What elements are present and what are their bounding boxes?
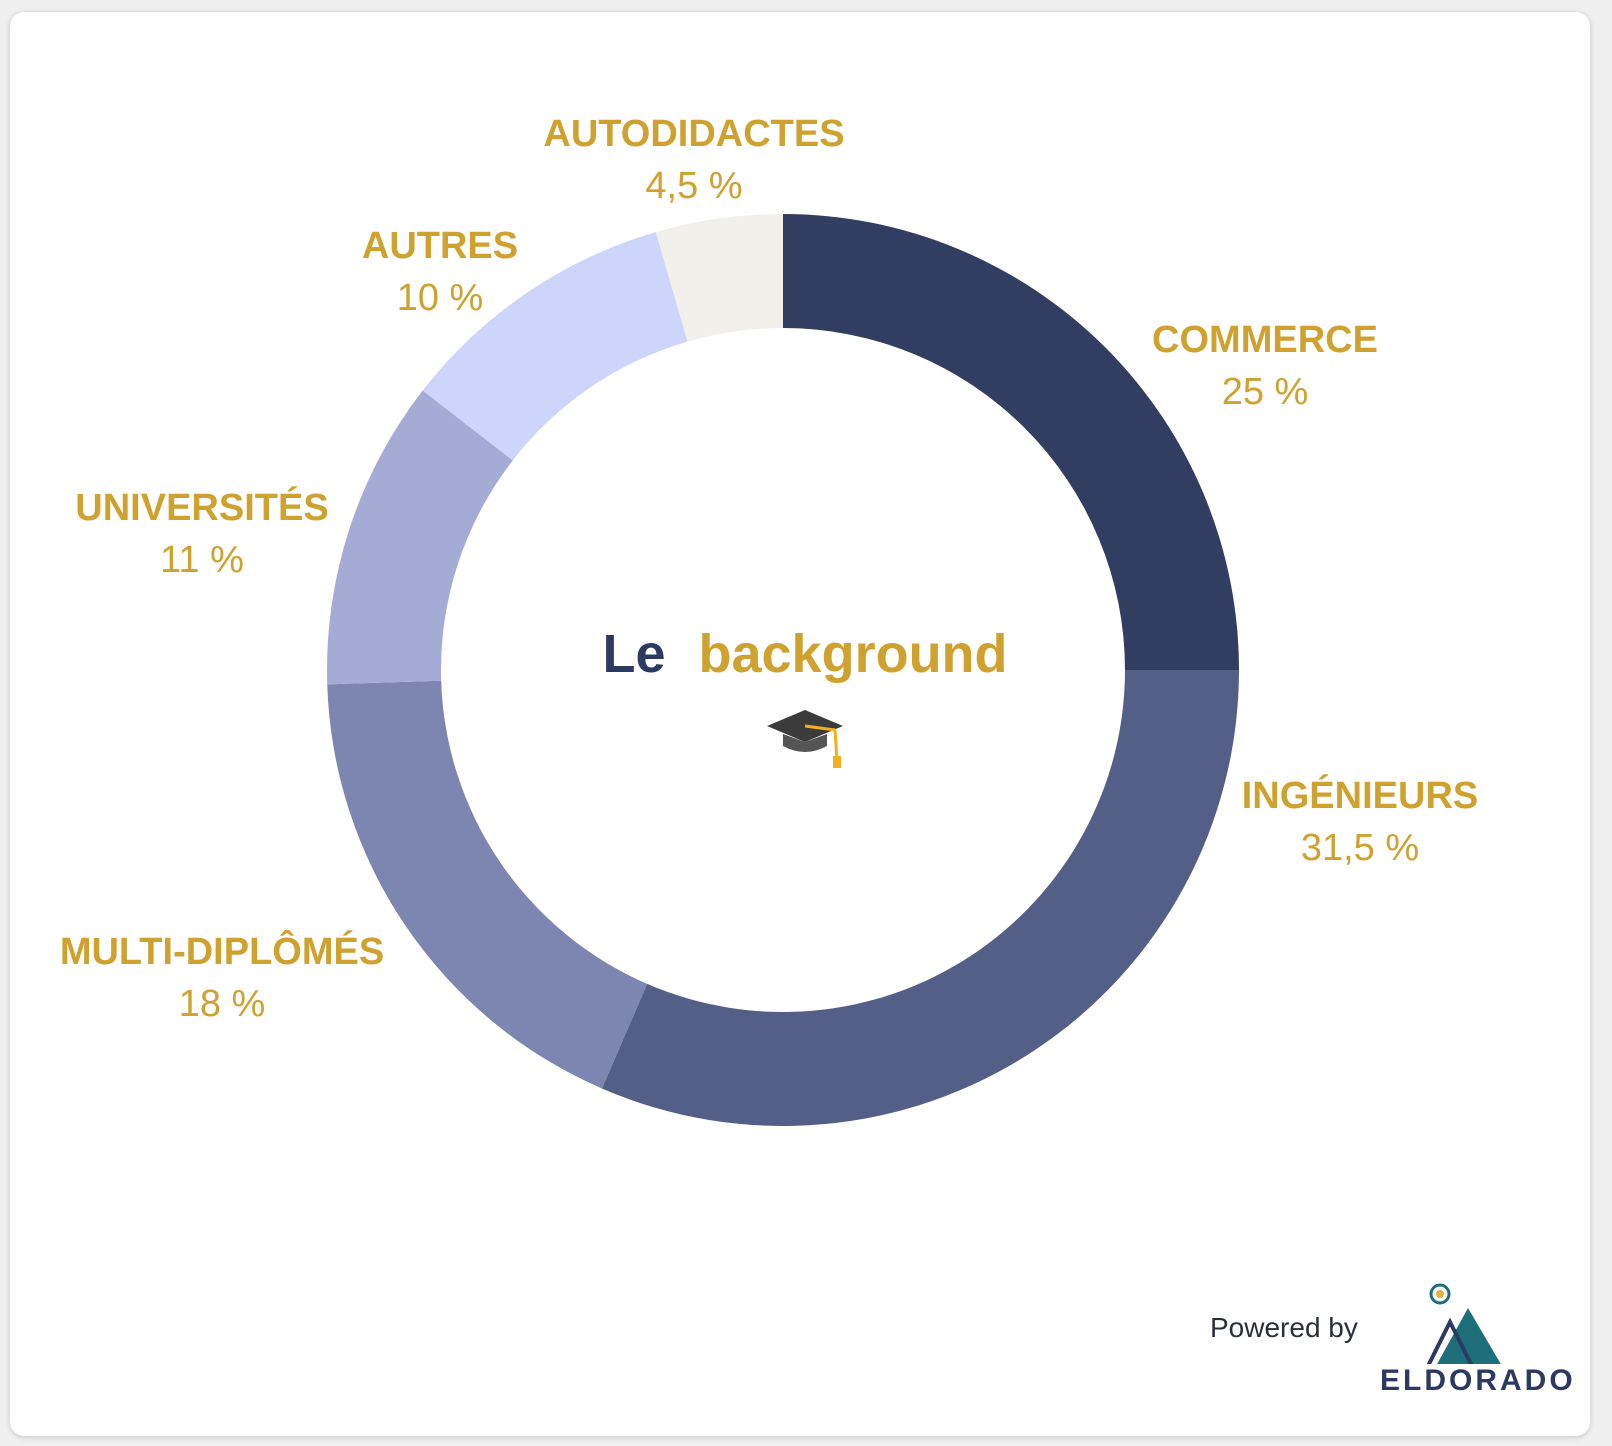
footer: Powered by ELDORADO — [1190, 1272, 1576, 1412]
slice-label-name: MULTI-DIPLÔMÉS — [60, 928, 384, 973]
eldorado-brand-text: ELDORADO — [1380, 1364, 1576, 1397]
slice-label-value: 25 % — [1222, 371, 1309, 413]
slice-label-value: 4,5 % — [645, 165, 742, 207]
center-title-part1: Le — [602, 624, 665, 684]
slice-label-name: COMMERCE — [1152, 319, 1378, 361]
chart-card: COMMERCE 25 % INGÉNIEURS 31,5 % MULTI-DIPLÔM… — [10, 12, 1590, 1436]
slice-label-name: UNIVERSITÉS — [75, 485, 328, 529]
powered-by-text: Powered by — [1210, 1312, 1358, 1343]
slice-multi-dipl-m-s[interactable] — [327, 680, 648, 1089]
slice-label-name: AUTRES — [362, 225, 518, 267]
slice-commerce[interactable] — [783, 214, 1239, 670]
slice-label-value: 31,5 % — [1301, 827, 1419, 869]
slice-label-value: 18 % — [179, 983, 266, 1025]
slice-label-value: 10 % — [397, 277, 484, 319]
labels-group: COMMERCE 25 % INGÉNIEURS 31,5 % MULTI-DIPLÔM… — [60, 113, 1478, 1025]
slices-group — [327, 214, 1239, 1126]
eldorado-logo[interactable]: ELDORADO — [1380, 1272, 1576, 1402]
donut-chart: COMMERCE 25 % INGÉNIEURS 31,5 % MULTI-DIPLÔM… — [60, 113, 1478, 1126]
slice-autres[interactable] — [422, 232, 688, 461]
slice-universit-s[interactable] — [327, 390, 513, 685]
slice-label-name: INGÉNIEURS — [1242, 773, 1478, 817]
slice-ing-nieurs[interactable] — [601, 670, 1239, 1126]
slice-autodidactes[interactable] — [655, 214, 783, 342]
center-title-part2: background — [699, 624, 1008, 684]
slice-label-name: AUTODIDACTES — [543, 113, 844, 155]
eldorado-mountain-icon — [1426, 1283, 1502, 1367]
slice-label-value: 11 % — [160, 539, 244, 581]
center-title: Le background — [602, 624, 1007, 684]
graduation-cap-icon — [767, 710, 843, 768]
